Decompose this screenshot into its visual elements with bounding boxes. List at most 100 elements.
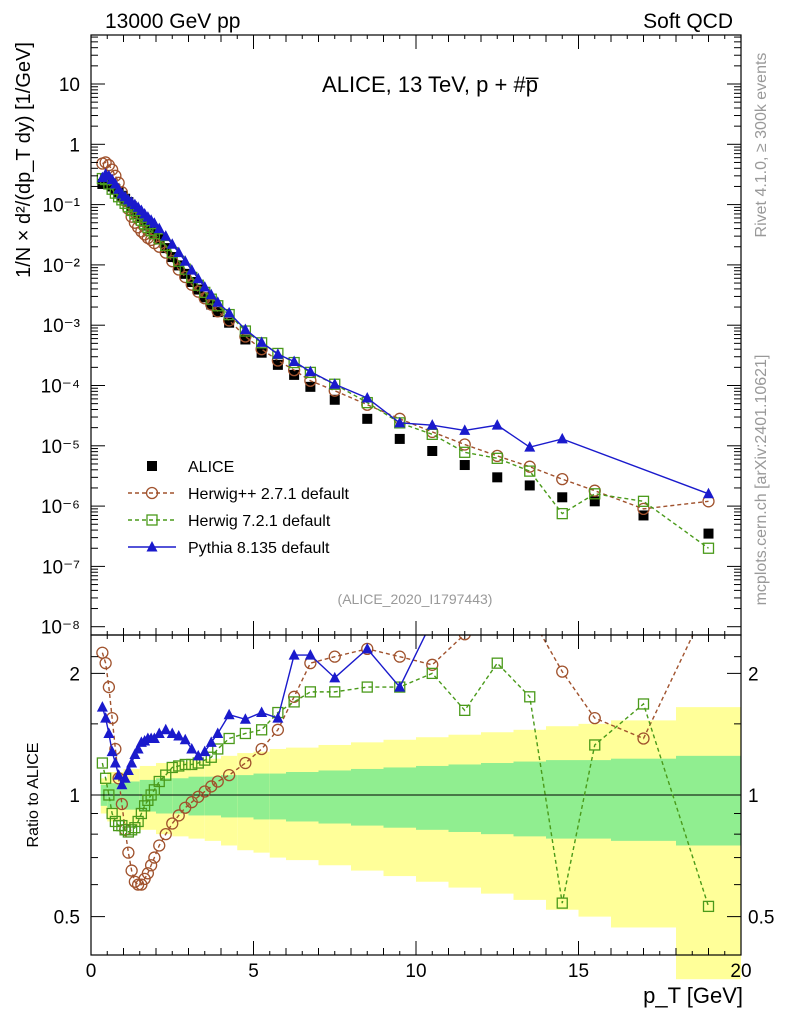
pythia8-point bbox=[394, 416, 406, 428]
pythia8-ratio-point bbox=[160, 723, 172, 735]
alice-point bbox=[240, 334, 251, 345]
ratio-y-tick-label-right: 1 bbox=[748, 786, 759, 807]
pythia8-point bbox=[212, 296, 224, 307]
ratio-y-tick-label: 2 bbox=[69, 664, 80, 685]
herwigpp-point bbox=[99, 156, 112, 169]
pythia8-point bbox=[166, 238, 178, 249]
ratio-bands bbox=[91, 707, 741, 980]
herwigpp-point bbox=[637, 502, 650, 516]
herwigpp-point bbox=[159, 246, 172, 259]
herwig7-ratio-point bbox=[125, 824, 138, 836]
pythia8-point bbox=[192, 272, 204, 284]
pythia8-point bbox=[272, 348, 284, 359]
herwigpp-ratio-point bbox=[703, 597, 714, 608]
herwigpp-ratio-point bbox=[393, 650, 406, 663]
ratio-band-inner bbox=[253, 773, 270, 820]
alice-point bbox=[160, 243, 171, 254]
herwigpp-ratio-point bbox=[172, 809, 185, 822]
herwig7-ratio-point bbox=[329, 686, 341, 698]
alice-point bbox=[329, 394, 340, 405]
pythia8-ratio-point bbox=[239, 713, 251, 724]
herwig7-point bbox=[702, 542, 715, 554]
herwig7-point bbox=[459, 446, 471, 458]
alice-point bbox=[492, 472, 503, 483]
herwigpp-ratio-point bbox=[426, 658, 439, 671]
pythia8-ratio-point bbox=[166, 727, 178, 738]
herwigpp-legend-label: Herwig++ 2.7.1 default bbox=[188, 486, 350, 503]
y-tick-label: 10 bbox=[59, 75, 80, 96]
pythia8-ratio-point bbox=[199, 745, 211, 757]
alice-point bbox=[427, 445, 438, 456]
herwig7-ratio-point bbox=[135, 807, 148, 820]
herwig7-ratio-point bbox=[239, 727, 252, 740]
series-layer bbox=[96, 156, 715, 913]
herwig7-ratio-point bbox=[166, 761, 178, 774]
herwigpp-ratio-point bbox=[588, 711, 601, 725]
herwigpp-ratio-point bbox=[144, 859, 158, 872]
herwig7-ratio-point bbox=[186, 758, 198, 771]
ratio-band-inner bbox=[546, 760, 579, 839]
pythia8-ratio-point bbox=[96, 701, 108, 712]
herwig7-ratio-point bbox=[524, 691, 536, 703]
pythia8-point bbox=[703, 487, 714, 499]
x-tick-label: 10 bbox=[405, 961, 426, 982]
herwig7-ratio-point bbox=[459, 704, 471, 717]
y-tick-label: 10⁻⁴ bbox=[41, 377, 80, 398]
alice-legend-label: ALICE bbox=[188, 459, 234, 476]
side-label-bottom: mcplots.cern.ch [arXiv:2401.10621] bbox=[753, 355, 770, 606]
herwigpp-legend-marker bbox=[145, 486, 159, 500]
herwigpp-ratio-point bbox=[159, 828, 172, 841]
herwigpp-point bbox=[192, 285, 205, 298]
pythia8-ratio-point bbox=[129, 748, 141, 759]
herwigpp-ratio-point bbox=[148, 851, 161, 864]
pythia8-point bbox=[199, 281, 211, 292]
herwigpp-ratio-point bbox=[135, 878, 148, 891]
pythia8-ratio-point bbox=[361, 642, 373, 654]
side-label-top: Rivet 4.1.0, ≥ 300k events bbox=[753, 53, 770, 238]
alice-point bbox=[173, 260, 184, 271]
pythia8-point bbox=[361, 392, 373, 403]
pythia8-ratio-point bbox=[212, 727, 224, 738]
herwig7-ratio-point bbox=[122, 826, 135, 838]
herwigpp-ratio-point bbox=[637, 732, 650, 745]
herwigpp-point bbox=[166, 255, 179, 268]
pythia8-point bbox=[459, 424, 471, 435]
ratio-band-inner bbox=[351, 768, 384, 826]
herwig7-ratio-point bbox=[96, 757, 109, 769]
ratio-band-inner bbox=[318, 770, 351, 824]
herwigpp-ratio-point bbox=[125, 864, 138, 877]
ratio-y-tick-label-right: 0.5 bbox=[748, 908, 774, 929]
herwig7-ratio-point bbox=[106, 807, 118, 820]
y-tick-label: 10⁻⁵ bbox=[41, 437, 80, 458]
herwigpp-ratio-point bbox=[99, 657, 112, 670]
herwigpp-line bbox=[102, 161, 709, 510]
x-tick-label: 15 bbox=[568, 961, 589, 982]
pythia8-ratio-point bbox=[192, 749, 204, 761]
herwig7-ratio-point bbox=[255, 724, 268, 736]
alice-point bbox=[362, 413, 373, 424]
pythia8-ratio-point bbox=[205, 736, 217, 747]
herwig7-ratio-point bbox=[426, 667, 438, 680]
pythia8-ratio-point bbox=[557, 596, 568, 607]
ratio-y-tick-label: 1 bbox=[69, 786, 80, 807]
x-tick-label: 20 bbox=[730, 961, 751, 982]
pythia8-point bbox=[288, 355, 300, 367]
y-tick-label: 10⁻² bbox=[43, 256, 81, 277]
pythia8-legend-label: Pythia 8.135 default bbox=[188, 540, 330, 557]
pythia8-ratio-point bbox=[113, 769, 125, 780]
herwig7-ratio-point bbox=[637, 698, 650, 710]
herwigpp-ratio-point bbox=[328, 650, 341, 663]
x-tick-label: 0 bbox=[86, 961, 97, 982]
legend: ALICE Herwig++ 2.7.1 default Herwig 7.2.1 … bbox=[128, 459, 350, 557]
herwigpp-point bbox=[144, 233, 158, 247]
herwig7-point bbox=[556, 507, 568, 520]
ratio-band-inner bbox=[448, 764, 481, 832]
alice-legend-marker bbox=[147, 461, 157, 471]
y-tick-label: 10⁻⁶ bbox=[41, 497, 80, 518]
herwig7-ratio-point bbox=[212, 743, 224, 755]
ratio-band-inner bbox=[611, 758, 676, 841]
pythia8-ratio-point bbox=[109, 757, 121, 768]
herwig7-ratio-point bbox=[153, 775, 165, 788]
chart-title: ALICE, 13 TeV, p + #p̅ bbox=[322, 72, 539, 97]
